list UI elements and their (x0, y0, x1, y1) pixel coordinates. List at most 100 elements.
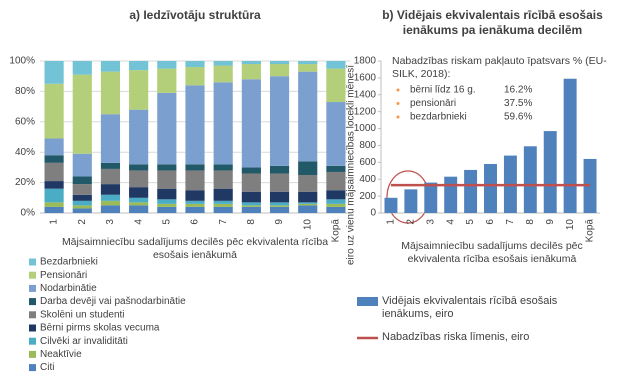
legend-label: Nodarbinātie (40, 283, 97, 294)
legend-swatch (29, 337, 36, 345)
y-tick-label: 40% (15, 147, 35, 158)
bar-segment (213, 61, 233, 66)
bar-segment (298, 64, 318, 72)
bar-segment (326, 171, 346, 191)
y-tick-label: 0 (370, 208, 376, 219)
annotation-bullet (396, 115, 400, 119)
x-tick-label: 6 (190, 219, 201, 225)
x-tick-label: 4 (133, 219, 144, 225)
legend-swatch (29, 258, 36, 266)
x-tick-label: Kopā (331, 219, 342, 243)
bar-segment (44, 61, 64, 84)
bar-segment (213, 188, 233, 201)
x-tick-label: 3 (425, 219, 436, 225)
bar-segment (44, 83, 64, 139)
legend-label: Skolēni un studenti (40, 309, 125, 320)
x-tick-label: 10 (302, 219, 313, 231)
bar-segment (157, 206, 177, 213)
bar-segment (241, 206, 261, 213)
bar-segment (213, 82, 233, 165)
y-tick-label: 60% (15, 116, 35, 127)
y-tick-label: 800 (359, 140, 376, 151)
legend-label: Pensionāri (40, 270, 87, 281)
bar-segment (129, 202, 149, 206)
bar-segment (326, 165, 346, 172)
legend-swatch (29, 324, 36, 332)
x-tick-label: 1 (386, 219, 397, 225)
x-tick-label: 3 (105, 219, 116, 225)
bar-segment (326, 102, 346, 166)
bar-segment (213, 164, 233, 171)
bar-segment (241, 191, 261, 203)
bar (563, 78, 577, 213)
y-axis-title: eiro uz vienu mājsaimniecības locekli mē… (346, 65, 357, 265)
annotation-label: pensionāri (410, 98, 456, 109)
bar-segment (157, 68, 177, 93)
chart-title: a) Iedzīvotāju struktūra (129, 8, 261, 22)
x-tick-label: 5 (465, 219, 476, 225)
bar-segment (269, 64, 290, 77)
bar-segment (157, 170, 177, 189)
bar-segment (298, 175, 318, 192)
bar-segment (269, 61, 290, 65)
bar-segment (44, 206, 64, 213)
bar-segment (213, 65, 233, 83)
bar-segment (72, 205, 92, 209)
bar (523, 146, 537, 213)
y-tick-label: 200 (359, 191, 376, 202)
bar-segment (185, 67, 205, 86)
x-tick-label: 7 (218, 219, 229, 225)
bar-segment (241, 205, 261, 207)
bar-segment (72, 176, 92, 185)
bar-segment (326, 203, 346, 207)
bar-segment (72, 74, 92, 154)
bar-segment (129, 197, 149, 203)
bar-segment (44, 155, 64, 163)
bar-segment (157, 203, 177, 207)
bar-segment (72, 184, 92, 195)
bar-segment (241, 61, 261, 65)
bar-segment (100, 205, 121, 213)
bar-segment (326, 199, 346, 204)
bar-segment (157, 199, 177, 204)
x-tick-label: 9 (274, 219, 285, 225)
x-tick-label: 8 (246, 219, 257, 225)
legend-label: Nabadzības riska līmenis, eiro (382, 331, 530, 343)
x-tick-label: 4 (445, 219, 456, 225)
legend-swatch (29, 311, 36, 319)
x-tick-label: 2 (406, 219, 417, 225)
annotation-bullet (396, 88, 400, 92)
legend-swatch (29, 271, 36, 279)
bar (384, 197, 398, 213)
y-tick-label: 20% (15, 177, 35, 188)
bar-segment (100, 184, 121, 195)
legend-swatch (29, 350, 36, 358)
bar-segment (129, 164, 149, 171)
y-tick-label: 80% (15, 86, 35, 97)
x-tick-label: 9 (545, 219, 556, 225)
bar-segment (44, 202, 64, 207)
bar-segment (213, 170, 233, 189)
bar-segment (44, 188, 64, 203)
bar-segment (129, 70, 149, 110)
bar-segment (269, 205, 290, 207)
bar-segment (269, 165, 290, 174)
x-tick-label: 7 (505, 219, 516, 225)
annotation-label: bērni līdz 16 g. (410, 85, 476, 96)
legend-label: Cilvēki ar invaliditāti (40, 336, 128, 347)
bar-segment (298, 205, 318, 213)
legend-swatch (357, 297, 378, 306)
x-tick-label: 5 (161, 219, 172, 225)
legend-label: Bērni pirms skolas vecuma (40, 323, 160, 334)
x-axis-title: Mājsaimniecību sadalījums decilēs pēc ek… (401, 240, 583, 265)
bar-segment (213, 200, 233, 204)
chart-title: b) Vidējais ekvivalentais rīcībā esošais… (382, 8, 603, 37)
bar-segment (72, 208, 92, 213)
bar-segment (185, 170, 205, 191)
x-tick-label: 2 (77, 219, 88, 225)
y-tick-label: 1800 (354, 56, 377, 67)
legend-label: Bezdarbnieki (40, 257, 98, 268)
annotation-bullet (396, 102, 400, 105)
x-tick-label: 1 (49, 219, 60, 225)
legend-label: Citi (40, 362, 54, 373)
